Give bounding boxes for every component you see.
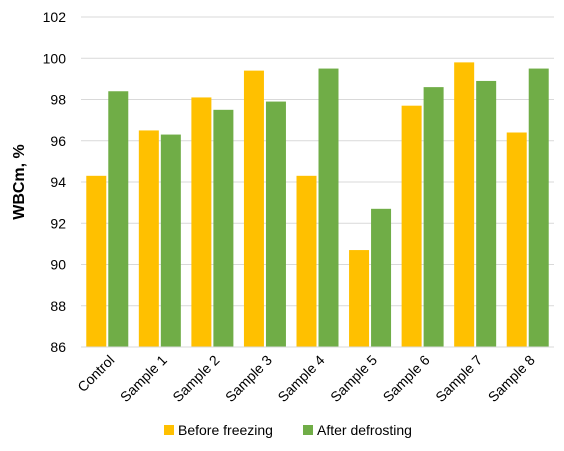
legend-swatch bbox=[303, 425, 313, 435]
y-tick-label: 100 bbox=[43, 50, 67, 66]
legend-label: Before freezing bbox=[178, 422, 273, 438]
x-tick-label: Sample 2 bbox=[169, 352, 222, 405]
y-axis-title: WBCm, % bbox=[11, 144, 28, 220]
x-tick-label: Sample 1 bbox=[117, 352, 170, 405]
bar-after-defrosting bbox=[213, 109, 234, 347]
y-tick-label: 102 bbox=[43, 9, 67, 25]
x-tick-label: Sample 3 bbox=[222, 352, 275, 405]
bar-after-defrosting bbox=[476, 80, 497, 347]
bar-before-freezing bbox=[506, 132, 527, 347]
x-tick-label: Sample 7 bbox=[432, 352, 485, 405]
bar-after-defrosting bbox=[108, 91, 129, 347]
x-tick-label: Control bbox=[74, 352, 117, 395]
gridlines bbox=[81, 16, 554, 307]
bar-before-freezing bbox=[454, 62, 475, 347]
bar-before-freezing bbox=[138, 130, 159, 347]
bar-before-freezing bbox=[401, 105, 422, 347]
y-tick-label: 98 bbox=[50, 92, 66, 108]
legend-item: After defrosting bbox=[303, 422, 412, 438]
bar-before-freezing bbox=[86, 175, 107, 347]
bar-before-freezing bbox=[296, 175, 317, 347]
bar-after-defrosting bbox=[318, 68, 339, 347]
y-axis-ticks: 86 88 90 92 94 96 98 100 102 bbox=[43, 9, 67, 355]
bar-after-defrosting bbox=[528, 68, 549, 347]
bar-after-defrosting bbox=[423, 87, 444, 347]
bar-after-defrosting bbox=[265, 101, 286, 347]
x-tick-label: Sample 4 bbox=[274, 352, 327, 405]
y-tick-label: 86 bbox=[50, 339, 66, 355]
y-tick-label: 92 bbox=[50, 215, 66, 231]
bar-before-freezing bbox=[191, 97, 212, 347]
y-tick-label: 88 bbox=[50, 298, 66, 314]
x-tick-label: Sample 6 bbox=[380, 352, 433, 405]
x-tick-label: Sample 8 bbox=[485, 352, 538, 405]
bar-after-defrosting bbox=[371, 208, 392, 347]
bar-before-freezing bbox=[349, 250, 370, 347]
y-tick-label: 90 bbox=[50, 257, 66, 273]
bars bbox=[86, 62, 549, 347]
y-tick-label: 96 bbox=[50, 133, 66, 149]
bar-before-freezing bbox=[243, 70, 264, 347]
legend: Before freezing After defrosting bbox=[164, 422, 412, 438]
y-tick-label: 94 bbox=[50, 174, 66, 190]
legend-swatch bbox=[164, 425, 174, 435]
x-tick-label: Sample 5 bbox=[327, 352, 380, 405]
bar-after-defrosting bbox=[160, 134, 181, 347]
legend-item: Before freezing bbox=[164, 422, 273, 438]
legend-label: After defrosting bbox=[317, 422, 412, 438]
